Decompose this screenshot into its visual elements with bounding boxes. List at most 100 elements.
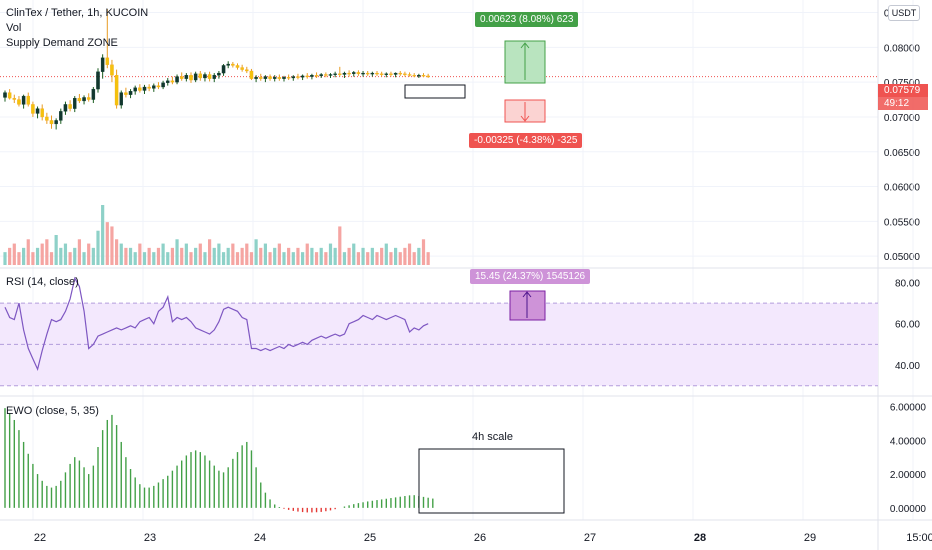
volume-bar — [352, 243, 356, 265]
candle-body — [119, 92, 124, 106]
scale-note: 4h scale — [472, 431, 513, 443]
volume-bar — [166, 252, 170, 265]
candle-body — [189, 75, 193, 81]
volume-bar — [384, 243, 388, 265]
volume-bar — [338, 226, 342, 265]
volume-bar — [240, 247, 244, 265]
candle-body — [73, 98, 77, 109]
volume-bar — [87, 243, 91, 265]
volume-bar — [366, 252, 370, 265]
volume-bar — [245, 243, 249, 265]
rsi-axis-tick: 60.00 — [895, 320, 920, 331]
volume-bar — [319, 247, 323, 265]
rsi-axis-tick: 40.00 — [895, 361, 920, 372]
volume-bar — [426, 252, 430, 265]
ewo-axis-tick: 4.00000 — [890, 436, 927, 447]
rsi-measure-badge[interactable]: 15.45 (24.37%) 1545126 — [470, 269, 591, 284]
ewo-axis-tick: 0.00000 — [890, 504, 927, 515]
volume-bar — [403, 247, 407, 265]
candle-body — [198, 73, 203, 79]
candle-body — [319, 74, 323, 77]
short-position-badge[interactable]: -0.00325 (-4.38%) -325 — [469, 133, 583, 148]
candle-body — [170, 80, 175, 83]
volume-bar — [77, 239, 81, 265]
volume-bar — [12, 243, 16, 265]
candle-body — [407, 74, 412, 76]
volume-bar — [394, 247, 398, 265]
candle-body — [110, 64, 114, 76]
volume-bar — [347, 247, 351, 265]
candle-body — [175, 76, 179, 83]
candle-body — [286, 77, 291, 79]
candle-body — [12, 98, 17, 100]
chart-title[interactable]: ClinTex / Tether, 1h, KUCOIN — [6, 7, 149, 19]
candle-body — [412, 75, 416, 77]
volume-bar — [301, 252, 305, 265]
candle-body — [152, 85, 156, 89]
time-axis-tick: 22 — [34, 532, 46, 544]
volume-bar — [277, 243, 281, 265]
price-axis-tick: 0.05000 — [884, 252, 921, 263]
volume-bar — [22, 247, 26, 265]
ewo-label[interactable]: EWO (close, 5, 35) — [6, 405, 99, 417]
volume-bar — [156, 247, 161, 265]
candle-body — [212, 75, 216, 79]
volume-bar — [324, 252, 328, 265]
short-arrow-head — [520, 115, 530, 122]
current-price-tag: 0.07579 — [878, 84, 928, 97]
volume-bar — [259, 247, 263, 265]
rsi-label[interactable]: RSI (14, close) — [6, 276, 79, 288]
candle-body — [193, 73, 198, 81]
candle-body — [91, 88, 96, 100]
volume-bar — [342, 252, 347, 265]
indicator-sdz-label[interactable]: Supply Demand ZONE — [6, 37, 118, 49]
candle-body — [249, 70, 254, 79]
candle-body — [379, 73, 384, 75]
candle-body — [124, 92, 128, 95]
volume-bar — [235, 252, 240, 265]
volume-bar — [147, 247, 151, 265]
volume-bar — [263, 243, 267, 265]
volume-bar — [180, 247, 184, 265]
time-axis-tick: 29 — [804, 532, 816, 544]
volume-bar — [356, 252, 360, 265]
volume-bar — [170, 247, 174, 265]
candle-body — [403, 73, 407, 75]
time-axis-tick: 26 — [474, 532, 486, 544]
candle-body — [54, 120, 58, 125]
candle-body — [59, 111, 63, 121]
candle-body — [417, 75, 421, 77]
volume-bar — [296, 247, 300, 265]
volume-bar — [35, 247, 40, 265]
indicator-vol-label[interactable]: Vol — [6, 22, 22, 34]
volume-bar — [91, 247, 95, 265]
candle-body — [114, 75, 119, 106]
rsi-axis-tick: 80.00 — [895, 278, 920, 289]
candle-body — [63, 104, 68, 112]
candle-body — [161, 82, 165, 88]
long-position-badge[interactable]: 0.00623 (8.08%) 623 — [475, 12, 579, 27]
candle-countdown: 49:12 — [878, 97, 928, 110]
rsi-line — [4, 276, 429, 372]
volume-bar — [119, 243, 123, 265]
volume-bar — [389, 252, 393, 265]
candle-body — [347, 72, 351, 75]
candle-body — [105, 57, 110, 65]
volume-bar — [273, 247, 277, 265]
candle-body — [421, 75, 426, 77]
candle-body — [235, 65, 240, 68]
rsi-arrow-head — [522, 291, 532, 298]
volume-bar — [314, 252, 319, 265]
candle-body — [384, 73, 389, 75]
currency-selector[interactable]: USDT — [888, 5, 920, 21]
candle-body — [68, 104, 72, 109]
volume-bar — [203, 252, 207, 265]
volume-bar — [291, 252, 295, 265]
price-axis-tick: 0.05500 — [884, 217, 921, 228]
candle-body — [49, 120, 54, 125]
volume-bar — [287, 247, 291, 265]
volume-bar — [133, 252, 137, 265]
candle-body — [356, 72, 361, 74]
candle-body — [77, 98, 82, 102]
